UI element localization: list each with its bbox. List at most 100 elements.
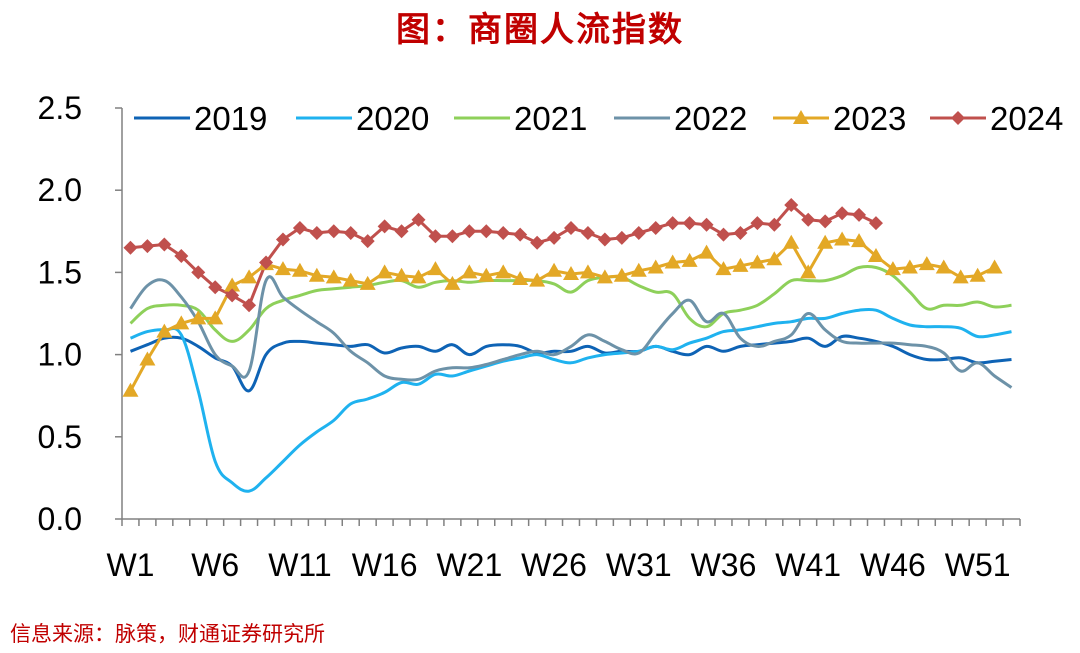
chart-title: 图：商圈人流指数 [396,10,684,50]
y-tick-label: 1.5 [38,254,82,290]
marker-2024 [377,219,392,234]
marker-2023 [918,256,935,271]
x-tick-label: W46 [860,547,926,583]
marker-2024 [225,288,240,303]
marker-2024 [665,216,680,231]
marker-2023 [715,261,732,276]
marker-2024 [784,197,799,212]
marker-2023 [190,310,207,325]
marker-2023 [969,267,986,282]
marker-2023 [546,262,563,277]
marker-2024 [394,224,409,239]
marker-2023 [783,234,800,249]
marker-2023 [563,266,579,281]
marker-2023 [817,234,834,249]
x-axis-ticks: W1 W6 W11 W16 W21 W26 W31 W36 W41 W46 W51 [106,519,1021,583]
y-tick-label: 2.0 [38,172,82,208]
y-tick-label: 1.0 [38,337,82,373]
marker-2023 [495,264,512,279]
marker-2024 [801,212,816,227]
marker-2023 [732,257,749,272]
marker-2023 [749,254,766,269]
x-tick-label: W51 [945,547,1011,583]
marker-2024 [360,234,375,249]
marker-2023 [241,269,258,284]
marker-2024 [564,221,578,236]
marker-2023 [851,233,868,248]
source-note: 信息来源：脉策，财通证券研究所 [10,622,325,646]
marker-2023 [884,261,901,276]
marker-2023 [579,264,596,279]
x-tick-label: W41 [775,547,841,583]
series-line-2023 [129,238,996,392]
marker-2023 [478,267,495,282]
marker-2023 [613,267,630,282]
y-tick-label: 0.0 [38,501,82,537]
series-line-2020 [129,307,1012,493]
marker-2023 [308,267,325,282]
legend-item-2020: 2020 [296,100,429,137]
legend-item-2021: 2021 [454,100,587,137]
series-lines [129,203,1013,493]
series-markers [122,197,1003,397]
legend-label: 2020 [356,100,429,137]
legend-item-2023: 2023 [773,100,906,137]
marker-2024 [682,216,697,231]
marker-2024 [445,229,460,244]
marker-2023 [325,269,342,284]
marker-2023 [834,231,851,246]
marker-2023 [867,247,884,262]
y-tick-label: 2.5 [38,90,82,126]
marker-2024 [343,225,358,240]
marker-2024 [496,225,511,240]
marker-2023 [139,351,156,366]
marker-2024 [597,232,612,247]
marker-2023 [698,244,715,259]
marker-2023 [207,310,224,325]
series-line-2024 [130,203,877,307]
marker-2024 [614,230,629,245]
y-tick-label: 0.5 [38,419,82,455]
marker-2023 [393,267,410,282]
marker-2023 [681,252,698,267]
marker-2024 [242,298,257,313]
marker-2024 [852,207,867,222]
legend-marker [793,110,809,124]
marker-2023 [529,272,546,287]
x-tick-label: W36 [691,547,757,583]
marker-2024 [631,225,646,240]
marker-2023 [173,315,190,330]
legend-label: 2022 [674,100,747,137]
marker-2023 [800,264,817,279]
legend-label: 2023 [833,100,906,137]
marker-2023 [410,269,427,284]
marker-2024 [174,248,189,263]
marker-2024 [513,227,528,242]
marker-2023 [376,264,393,279]
y-axis-ticks: 0.0 0.5 1.0 1.5 2.0 2.5 [38,90,122,537]
x-tick-label: W26 [521,547,587,583]
marker-2024 [275,232,290,247]
chart-axes [121,108,1020,520]
series-line-2019 [129,334,1012,393]
marker-2024 [530,235,545,250]
series-line-2022 [129,275,1013,389]
marker-2024 [462,224,477,239]
marker-2023 [935,259,952,274]
marker-2023 [427,261,444,276]
marker-2024 [140,239,155,254]
marker-2023 [512,270,529,285]
x-tick-label: W16 [352,547,418,583]
marker-2024 [479,224,494,239]
marker-2024 [648,221,663,236]
marker-2023 [156,323,173,338]
marker-2024 [292,221,307,236]
marker-2024 [157,237,172,252]
marker-2024 [868,216,883,231]
marker-2023 [952,269,969,284]
legend: 2019 2020 2021 2022 2023 2024 [134,100,1063,137]
marker-2024 [580,225,595,240]
marker-2023 [444,275,461,290]
marker-2024 [716,227,731,242]
legend-label: 2024 [990,100,1063,137]
